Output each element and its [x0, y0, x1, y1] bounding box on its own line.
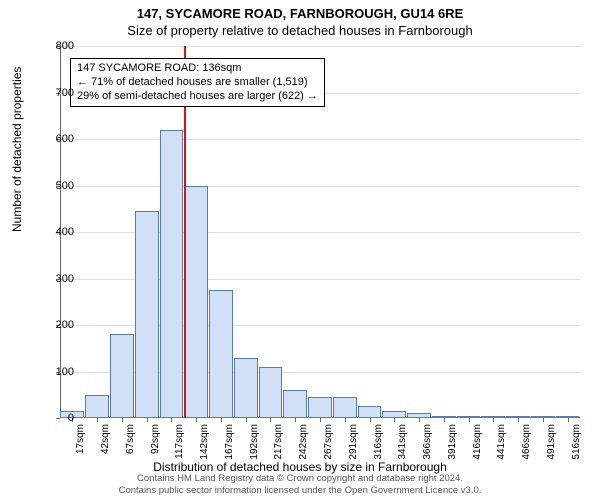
page-subtitle: Size of property relative to detached ho…	[0, 23, 600, 38]
annotation-line: 147 SYCAMORE ROAD: 136sqm	[77, 62, 318, 76]
x-tick	[295, 418, 296, 422]
histogram-bar	[209, 290, 233, 418]
x-tick-label: 217sqm	[273, 424, 284, 460]
x-tick	[370, 418, 371, 422]
grid-line	[60, 46, 580, 47]
grid-line	[60, 186, 580, 187]
x-tick-label: 466sqm	[521, 424, 532, 460]
x-tick-label: 291sqm	[348, 424, 359, 460]
x-tick-label: 391sqm	[447, 424, 458, 460]
chart-area: 17sqm42sqm67sqm92sqm117sqm142sqm167sqm19…	[60, 46, 580, 418]
annotation-box: 147 SYCAMORE ROAD: 136sqm← 71% of detach…	[70, 58, 325, 107]
y-tick-label: 100	[44, 366, 74, 378]
x-tick-label: 316sqm	[373, 424, 384, 460]
y-tick-label: 800	[44, 40, 74, 52]
footer-line-1: Contains HM Land Registry data © Crown c…	[0, 473, 600, 484]
histogram-bar	[85, 395, 109, 418]
x-tick-label: 192sqm	[249, 424, 260, 460]
x-tick	[147, 418, 148, 422]
x-tick-label: 267sqm	[323, 424, 334, 460]
x-tick-label: 17sqm	[75, 424, 86, 454]
y-tick-label: 700	[44, 87, 74, 99]
x-tick-label: 366sqm	[422, 424, 433, 460]
footer-attribution: Contains HM Land Registry data © Crown c…	[0, 473, 600, 496]
x-tick-label: 242sqm	[298, 424, 309, 460]
x-tick	[469, 418, 470, 422]
x-tick-label: 491sqm	[546, 424, 557, 460]
grid-line	[60, 139, 580, 140]
x-tick	[543, 418, 544, 422]
histogram-bar	[184, 186, 208, 419]
x-tick	[320, 418, 321, 422]
annotation-line: ← 71% of detached houses are smaller (1,…	[77, 76, 318, 90]
x-tick	[97, 418, 98, 422]
y-tick-label: 500	[44, 180, 74, 192]
x-tick	[122, 418, 123, 422]
x-tick-label: 142sqm	[199, 424, 210, 460]
y-tick-label: 300	[44, 273, 74, 285]
x-tick	[568, 418, 569, 422]
histogram-bar	[259, 367, 283, 418]
x-tick-label: 167sqm	[224, 424, 235, 460]
x-tick	[518, 418, 519, 422]
x-tick	[444, 418, 445, 422]
y-tick-label: 200	[44, 319, 74, 331]
x-tick-label: 416sqm	[472, 424, 483, 460]
x-tick-label: 67sqm	[125, 424, 136, 454]
histogram-bar	[333, 397, 357, 418]
histogram-bar	[135, 211, 159, 418]
x-tick-label: 117sqm	[174, 424, 185, 459]
x-tick-label: 341sqm	[397, 424, 408, 460]
x-tick	[270, 418, 271, 422]
histogram-bar	[283, 390, 307, 418]
x-tick	[419, 418, 420, 422]
x-tick-label: 441sqm	[496, 424, 507, 460]
x-tick	[171, 418, 172, 422]
plot-region: 17sqm42sqm67sqm92sqm117sqm142sqm167sqm19…	[60, 46, 580, 418]
histogram-bar	[234, 358, 258, 418]
footer-line-2: Contains public sector information licen…	[0, 485, 600, 496]
x-axis-label: Distribution of detached houses by size …	[0, 460, 600, 474]
x-tick	[246, 418, 247, 422]
histogram-bar	[308, 397, 332, 418]
annotation-line: 29% of semi-detached houses are larger (…	[77, 90, 318, 104]
page-address: 147, SYCAMORE ROAD, FARNBOROUGH, GU14 6R…	[0, 6, 600, 21]
x-tick-label: 516sqm	[571, 424, 582, 460]
y-axis-label: Number of detached properties	[10, 67, 24, 232]
x-tick-label: 92sqm	[150, 424, 161, 454]
x-tick	[394, 418, 395, 422]
histogram-bar	[358, 406, 382, 418]
y-tick-label: 600	[44, 133, 74, 145]
y-tick-label: 400	[44, 226, 74, 238]
histogram-bar	[160, 130, 184, 418]
y-tick-label: 0	[44, 412, 74, 424]
histogram-bar	[382, 411, 406, 418]
x-tick	[345, 418, 346, 422]
x-tick-label: 42sqm	[100, 424, 111, 454]
x-tick	[196, 418, 197, 422]
x-tick	[493, 418, 494, 422]
histogram-bar	[110, 334, 134, 418]
x-tick	[221, 418, 222, 422]
